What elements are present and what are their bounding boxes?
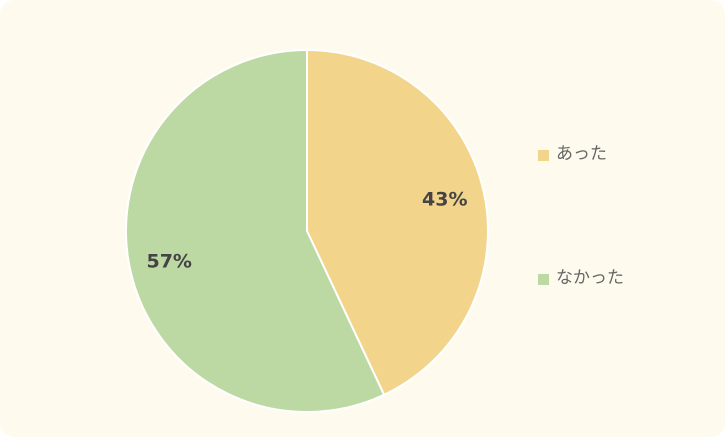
pie-slice xyxy=(125,48,386,413)
legend-swatch xyxy=(538,150,549,161)
data-label: 43% xyxy=(422,189,467,211)
legend-label: あった xyxy=(556,144,607,164)
legend-swatch xyxy=(538,274,549,285)
data-label: 57% xyxy=(146,250,191,272)
pie-slice xyxy=(306,48,489,397)
legend-label: なかった xyxy=(556,268,624,288)
